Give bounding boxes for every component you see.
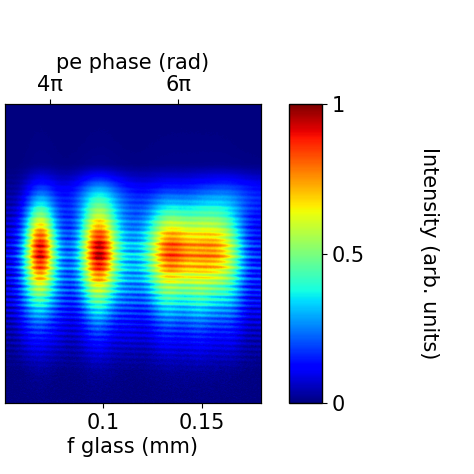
X-axis label: pe phase (rad): pe phase (rad)	[56, 53, 210, 73]
X-axis label: f glass (mm): f glass (mm)	[67, 437, 198, 457]
Text: Intensity (arb. units): Intensity (arb. units)	[419, 147, 439, 360]
